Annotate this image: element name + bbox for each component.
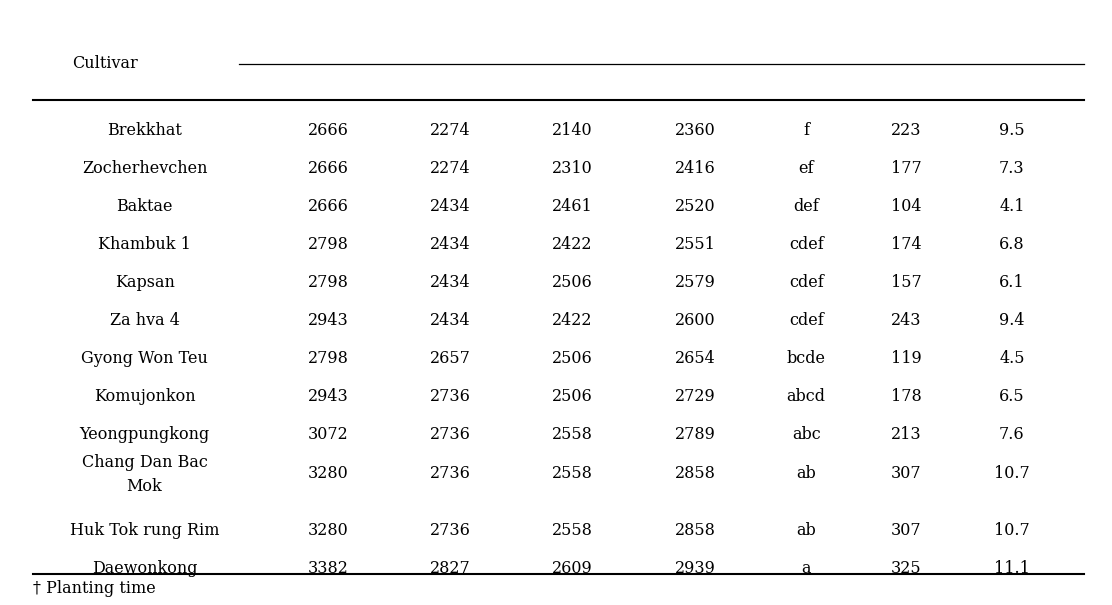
Text: 325: 325 <box>891 560 922 577</box>
Text: 2736: 2736 <box>430 465 470 482</box>
Text: Khambuk 1: Khambuk 1 <box>98 236 191 253</box>
Text: 178: 178 <box>891 388 922 405</box>
Text: 2558: 2558 <box>553 522 593 539</box>
Text: 213: 213 <box>891 427 922 443</box>
Text: 2798: 2798 <box>308 236 348 253</box>
Text: bcde: bcde <box>786 350 826 367</box>
Text: 4.5: 4.5 <box>1000 350 1024 367</box>
Text: 2310: 2310 <box>553 160 593 177</box>
Text: 2506: 2506 <box>553 350 593 367</box>
Text: 2600: 2600 <box>675 312 715 329</box>
Text: 2416: 2416 <box>675 160 715 177</box>
Text: 2506: 2506 <box>553 388 593 405</box>
Text: 2798: 2798 <box>308 350 348 367</box>
Text: Zocherhevchen: Zocherhevchen <box>82 160 207 177</box>
Text: 2943: 2943 <box>308 388 348 405</box>
Text: 3072: 3072 <box>308 427 348 443</box>
Text: 2422: 2422 <box>553 236 593 253</box>
Text: 243: 243 <box>891 312 922 329</box>
Text: 2434: 2434 <box>430 198 470 215</box>
Text: abc: abc <box>792 427 821 443</box>
Text: 223: 223 <box>891 122 922 139</box>
Text: 3280: 3280 <box>308 522 348 539</box>
Text: ab: ab <box>796 465 816 482</box>
Text: 2422: 2422 <box>553 312 593 329</box>
Text: 4.1: 4.1 <box>1000 198 1024 215</box>
Text: 9.5: 9.5 <box>999 122 1025 139</box>
Text: 2360: 2360 <box>675 122 715 139</box>
Text: 307: 307 <box>891 465 922 482</box>
Text: 2657: 2657 <box>430 350 470 367</box>
Text: 174: 174 <box>891 236 922 253</box>
Text: abcd: abcd <box>786 388 826 405</box>
Text: Daewonkong: Daewonkong <box>92 560 197 577</box>
Text: cdef: cdef <box>788 236 824 253</box>
Text: 2827: 2827 <box>430 560 470 577</box>
Text: 2274: 2274 <box>430 160 470 177</box>
Text: Yeongpungkong: Yeongpungkong <box>79 427 210 443</box>
Text: def: def <box>793 198 820 215</box>
Text: 3280: 3280 <box>308 465 348 482</box>
Text: 2274: 2274 <box>430 122 470 139</box>
Text: 2654: 2654 <box>675 350 715 367</box>
Text: 6.1: 6.1 <box>999 274 1025 291</box>
Text: 2461: 2461 <box>553 198 593 215</box>
Text: 6.8: 6.8 <box>999 236 1025 253</box>
Text: 2789: 2789 <box>675 427 715 443</box>
Text: 6.5: 6.5 <box>999 388 1025 405</box>
Text: 2558: 2558 <box>553 465 593 482</box>
Text: 2736: 2736 <box>430 388 470 405</box>
Text: 9.4: 9.4 <box>1000 312 1024 329</box>
Text: 11.1: 11.1 <box>994 560 1030 577</box>
Text: Huk Tok rung Rim: Huk Tok rung Rim <box>70 522 219 539</box>
Text: 2858: 2858 <box>675 465 715 482</box>
Text: 10.7: 10.7 <box>994 522 1030 539</box>
Text: 2858: 2858 <box>675 522 715 539</box>
Text: 10.7: 10.7 <box>994 465 1030 482</box>
Text: 2579: 2579 <box>675 274 715 291</box>
Text: 104: 104 <box>891 198 922 215</box>
Text: ef: ef <box>798 160 814 177</box>
Text: 2140: 2140 <box>553 122 593 139</box>
Text: 2736: 2736 <box>430 522 470 539</box>
Text: 2434: 2434 <box>430 312 470 329</box>
Text: 2736: 2736 <box>430 427 470 443</box>
Text: 307: 307 <box>891 522 922 539</box>
Text: 2434: 2434 <box>430 274 470 291</box>
Text: Cultivar: Cultivar <box>72 55 138 72</box>
Text: 2666: 2666 <box>308 160 348 177</box>
Text: 119: 119 <box>891 350 922 367</box>
Text: 157: 157 <box>891 274 922 291</box>
Text: Za hva 4: Za hva 4 <box>110 312 179 329</box>
Text: Kapsan: Kapsan <box>115 274 175 291</box>
Text: 2434: 2434 <box>430 236 470 253</box>
Text: 2551: 2551 <box>675 236 715 253</box>
Text: 2609: 2609 <box>553 560 593 577</box>
Text: Komujonkon: Komujonkon <box>93 388 196 405</box>
Text: 7.3: 7.3 <box>999 160 1025 177</box>
Text: 3382: 3382 <box>308 560 348 577</box>
Text: 2943: 2943 <box>308 312 348 329</box>
Text: 2666: 2666 <box>308 122 348 139</box>
Text: 2520: 2520 <box>675 198 715 215</box>
Text: 177: 177 <box>891 160 922 177</box>
Text: f: f <box>803 122 810 139</box>
Text: Gyong Won Teu: Gyong Won Teu <box>81 350 208 367</box>
Text: † Planting time: † Planting time <box>33 580 156 597</box>
Text: 2666: 2666 <box>308 198 348 215</box>
Text: cdef: cdef <box>788 274 824 291</box>
Text: 2939: 2939 <box>675 560 715 577</box>
Text: Brekkhat: Brekkhat <box>107 122 182 139</box>
Text: Baktae: Baktae <box>117 198 172 215</box>
Text: 2558: 2558 <box>553 427 593 443</box>
Text: 2798: 2798 <box>308 274 348 291</box>
Text: ab: ab <box>796 522 816 539</box>
Text: Chang Dan Bac: Chang Dan Bac <box>81 454 208 471</box>
Text: cdef: cdef <box>788 312 824 329</box>
Text: a: a <box>802 560 811 577</box>
Text: 7.6: 7.6 <box>999 427 1025 443</box>
Text: 2729: 2729 <box>675 388 715 405</box>
Text: 2506: 2506 <box>553 274 593 291</box>
Text: Mok: Mok <box>127 478 162 495</box>
